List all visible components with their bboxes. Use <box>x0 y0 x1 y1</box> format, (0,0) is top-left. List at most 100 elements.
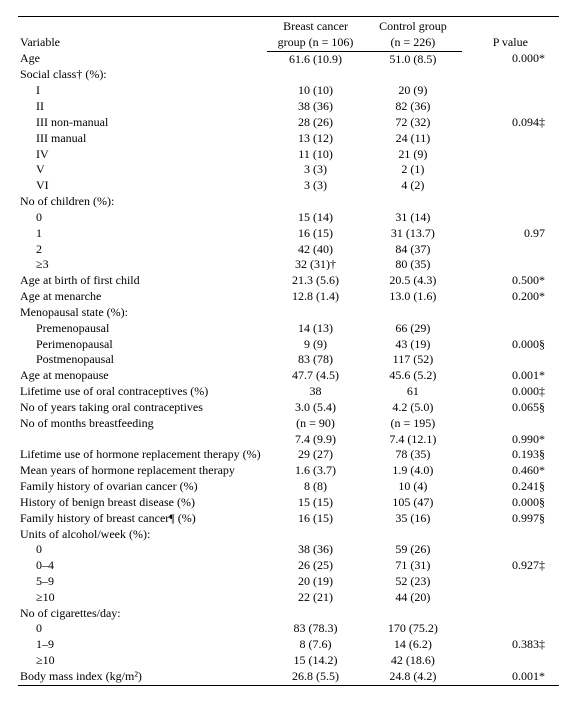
table-row: Perimenopausal9 (9)43 (19)0.000§ <box>18 337 559 353</box>
row-label: Family history of ovarian cancer (%) <box>18 479 267 495</box>
cell-group2: 10 (4) <box>364 479 461 495</box>
cell-group1: (n = 90) <box>267 416 364 432</box>
row-label: Lifetime use of hormone replacement ther… <box>18 447 267 463</box>
cell-group2 <box>364 606 461 622</box>
table-row: ≥1022 (21)44 (20) <box>18 590 559 606</box>
cell-pvalue <box>462 574 559 590</box>
cell-group1: 83 (78.3) <box>267 621 364 637</box>
cell-pvalue <box>462 416 559 432</box>
cell-group2: 31 (13.7) <box>364 226 461 242</box>
cell-pvalue <box>462 321 559 337</box>
table-row: Menopausal state (%): <box>18 305 559 321</box>
cell-group1: 15 (14.2) <box>267 653 364 669</box>
table-row: Age at menopause47.7 (4.5)45.6 (5.2)0.00… <box>18 368 559 384</box>
cell-group2: 1.9 (4.0) <box>364 463 461 479</box>
table-row: I10 (10)20 (9) <box>18 83 559 99</box>
cell-pvalue: 0.001* <box>462 368 559 384</box>
table-row: 1–98 (7.6)14 (6.2)0.383‡ <box>18 637 559 653</box>
cell-group1: 1.6 (3.7) <box>267 463 364 479</box>
header-group1-line1: Breast cancer <box>269 19 362 35</box>
cell-group2: 84 (37) <box>364 242 461 258</box>
cell-group2: 20.5 (4.3) <box>364 273 461 289</box>
cell-pvalue: 0.97 <box>462 226 559 242</box>
row-label: Family history of breast cancer¶ (%) <box>18 511 267 527</box>
table-row: 083 (78.3)170 (75.2) <box>18 621 559 637</box>
cell-pvalue <box>462 606 559 622</box>
cell-group2: 51.0 (8.5) <box>364 51 461 67</box>
cell-group1 <box>267 67 364 83</box>
row-label: No of children (%): <box>18 194 267 210</box>
row-label: V <box>18 162 267 178</box>
cell-group2: 78 (35) <box>364 447 461 463</box>
cell-group2: 72 (32) <box>364 115 461 131</box>
cell-group1: 38 (36) <box>267 542 364 558</box>
row-label: ≥10 <box>18 653 267 669</box>
cell-pvalue: 0.001* <box>462 669 559 685</box>
table-row: 116 (15)31 (13.7)0.97 <box>18 226 559 242</box>
table-row: Lifetime use of oral contraceptives (%)3… <box>18 384 559 400</box>
cell-group2: 13.0 (1.6) <box>364 289 461 305</box>
table-row: IV11 (10)21 (9) <box>18 147 559 163</box>
cell-pvalue: 0.997§ <box>462 511 559 527</box>
table-row: Lifetime use of hormone replacement ther… <box>18 447 559 463</box>
cell-group2: 4 (2) <box>364 178 461 194</box>
cell-group1: 61.6 (10.9) <box>267 51 364 67</box>
cell-pvalue: 0.065§ <box>462 400 559 416</box>
table-row: 038 (36)59 (26) <box>18 542 559 558</box>
cell-group1: 47.7 (4.5) <box>267 368 364 384</box>
cell-group1: 21.3 (5.6) <box>267 273 364 289</box>
row-label: III non-manual <box>18 115 267 131</box>
cell-group1: 22 (21) <box>267 590 364 606</box>
cell-pvalue: 0.927‡ <box>462 558 559 574</box>
row-label: Age at menarche <box>18 289 267 305</box>
cell-group2: 14 (6.2) <box>364 637 461 653</box>
table-row: No of years taking oral contraceptives3.… <box>18 400 559 416</box>
cell-group2: 35 (16) <box>364 511 461 527</box>
cell-group1: 42 (40) <box>267 242 364 258</box>
row-label: 1–9 <box>18 637 267 653</box>
cell-group1: 3 (3) <box>267 162 364 178</box>
cell-pvalue: 0.460* <box>462 463 559 479</box>
cell-pvalue: 0.000§ <box>462 337 559 353</box>
cell-pvalue <box>462 621 559 637</box>
cell-group2: 59 (26) <box>364 542 461 558</box>
table-row: III manual13 (12)24 (11) <box>18 131 559 147</box>
row-label: II <box>18 99 267 115</box>
cell-group1: 15 (15) <box>267 495 364 511</box>
cell-pvalue: 0.000* <box>462 51 559 67</box>
cell-pvalue <box>462 162 559 178</box>
table-row: Age at menarche12.8 (1.4)13.0 (1.6)0.200… <box>18 289 559 305</box>
cell-group1: 83 (78) <box>267 352 364 368</box>
cell-pvalue <box>462 83 559 99</box>
row-label: No of months breastfeeding <box>18 416 267 432</box>
cell-group2: 45.6 (5.2) <box>364 368 461 384</box>
cell-group2: 52 (23) <box>364 574 461 590</box>
cell-group2: 170 (75.2) <box>364 621 461 637</box>
row-label: Social class† (%): <box>18 67 267 83</box>
cell-group1: 16 (15) <box>267 511 364 527</box>
cell-group1 <box>267 527 364 543</box>
cell-group1: 10 (10) <box>267 83 364 99</box>
table-row: ≥1015 (14.2)42 (18.6) <box>18 653 559 669</box>
row-label: 0 <box>18 210 267 226</box>
cell-group2: 31 (14) <box>364 210 461 226</box>
table-row: 242 (40)84 (37) <box>18 242 559 258</box>
cell-pvalue: 0.990* <box>462 432 559 448</box>
table-row: 7.4 (9.9)7.4 (12.1)0.990* <box>18 432 559 448</box>
cell-pvalue <box>462 210 559 226</box>
cell-group2: 2 (1) <box>364 162 461 178</box>
header-group2-line2: (n = 226) <box>366 35 459 51</box>
cell-pvalue: 0.094‡ <box>462 115 559 131</box>
cell-group1: 8 (7.6) <box>267 637 364 653</box>
cell-pvalue <box>462 527 559 543</box>
table-row: No of cigarettes/day: <box>18 606 559 622</box>
header-group1-line2: group (n = 106) <box>269 35 362 51</box>
row-label: I <box>18 83 267 99</box>
row-label: No of cigarettes/day: <box>18 606 267 622</box>
row-label: 5–9 <box>18 574 267 590</box>
cell-group2: 105 (47) <box>364 495 461 511</box>
cell-group2: (n = 195) <box>364 416 461 432</box>
cell-group1: 38 (36) <box>267 99 364 115</box>
row-label: Age at birth of first child <box>18 273 267 289</box>
cell-group2: 21 (9) <box>364 147 461 163</box>
